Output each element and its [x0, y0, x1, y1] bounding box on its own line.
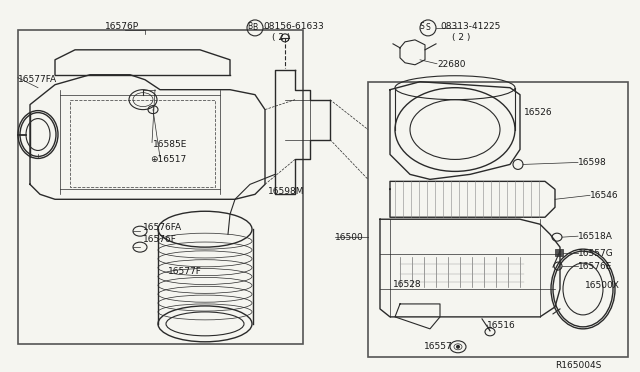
Bar [18, 30, 303, 344]
Text: 16526: 16526 [524, 108, 552, 117]
Text: 16518A: 16518A [578, 232, 613, 241]
Text: 16557: 16557 [424, 342, 452, 351]
Bar [368, 82, 628, 357]
Text: ⊕16517: ⊕16517 [150, 155, 186, 164]
Text: S: S [426, 23, 430, 32]
Text: 16576FA: 16576FA [143, 223, 182, 232]
Text: 16598: 16598 [578, 158, 607, 167]
Text: 22680: 22680 [437, 60, 465, 69]
Bar [70, 100, 215, 187]
Text: 16500X: 16500X [585, 281, 620, 290]
Text: 16576E: 16576E [578, 262, 612, 271]
Text: 16598M: 16598M [268, 187, 305, 196]
Text: R165004S: R165004S [555, 361, 602, 370]
Text: B: B [252, 23, 257, 32]
Text: 08156-61633: 08156-61633 [263, 22, 324, 31]
Text: S: S [420, 22, 425, 31]
Text: 16557G: 16557G [578, 249, 614, 258]
Text: B: B [247, 22, 252, 31]
Text: 08313-41225: 08313-41225 [440, 22, 500, 31]
Text: ( 2 ): ( 2 ) [272, 33, 291, 42]
Text: 16577F: 16577F [168, 267, 202, 276]
Text: 16576P: 16576P [105, 22, 139, 31]
Text: 16500: 16500 [335, 233, 364, 242]
Text: 16546: 16546 [590, 191, 619, 201]
Text: 16528: 16528 [393, 280, 422, 289]
Text: 16585E: 16585E [153, 140, 188, 148]
Circle shape [456, 345, 460, 349]
Text: 16576F: 16576F [143, 235, 177, 244]
Text: ( 2 ): ( 2 ) [452, 33, 470, 42]
Bar [555, 249, 563, 256]
Text: 16516: 16516 [487, 321, 516, 330]
Text: 16577FA: 16577FA [18, 75, 57, 84]
